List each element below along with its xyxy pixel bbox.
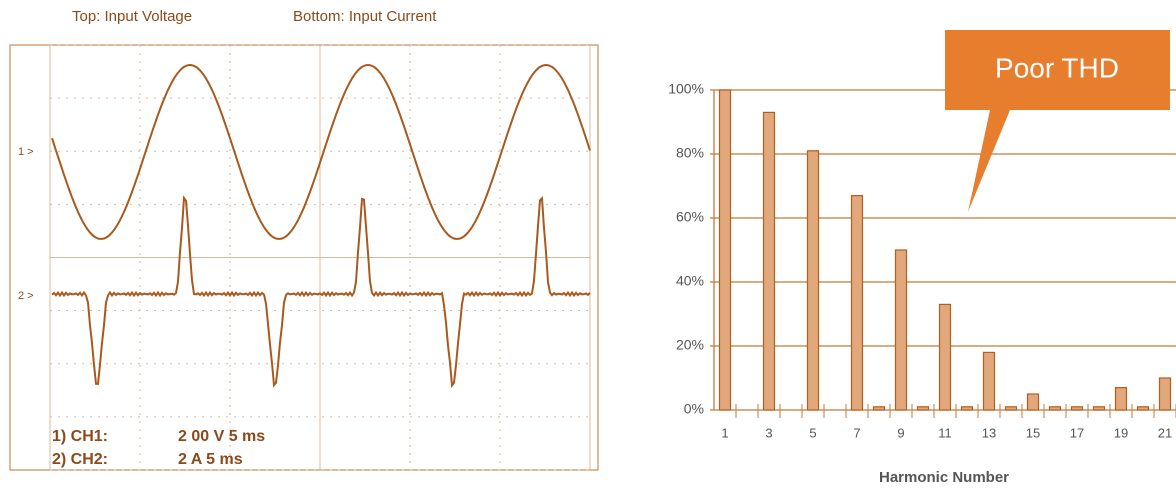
y-tick-label: 80%: [676, 145, 704, 161]
bar: [874, 407, 885, 410]
y-tick-label: 60%: [676, 209, 704, 225]
ch1-marker: 1 >: [18, 146, 34, 158]
ch1-setting: 2 00 V 5 ms: [178, 428, 265, 445]
bar: [852, 196, 863, 410]
bar: [720, 90, 731, 410]
bar: [1072, 407, 1083, 410]
bar: [918, 407, 929, 410]
x-tick-label: 15: [1026, 425, 1040, 440]
y-tick-label: 0%: [684, 401, 704, 417]
ch1-name: 1) CH1:: [52, 428, 108, 445]
y-tick-label: 100%: [668, 81, 704, 97]
bar: [1006, 407, 1017, 410]
bar: [962, 407, 973, 410]
bar: [1160, 378, 1171, 410]
x-tick-label: 19: [1114, 425, 1128, 440]
bar: [984, 352, 995, 410]
annotation: Poor THD: [995, 52, 1119, 83]
x-tick-label: 13: [982, 425, 996, 440]
bar: [1138, 407, 1149, 410]
ch2-setting: 2 A 5 ms: [178, 451, 243, 468]
figure: Top: Input Voltage Bottom: Input Current…: [0, 0, 1176, 488]
bar: [1094, 407, 1105, 410]
x-tick-label: 9: [897, 425, 904, 440]
x-tick-label: 1: [721, 425, 728, 440]
x-tick-label: 17: [1070, 425, 1084, 440]
ch2-name: 2) CH2:: [52, 451, 108, 468]
bar: [896, 250, 907, 410]
y-tick-label: 40%: [676, 273, 704, 289]
x-tick-label: 11: [938, 425, 952, 440]
scope-top-label: Top: Input Voltage: [72, 8, 192, 25]
x-tick-label: 5: [809, 425, 816, 440]
x-tick-label: 21: [1158, 425, 1172, 440]
bar: [1050, 407, 1061, 410]
bar: [764, 112, 775, 410]
y-tick-label: 20%: [676, 337, 704, 353]
scope-bottom-label: Bottom: Input Current: [293, 8, 437, 25]
x-axis-label: Harmonic Number: [879, 469, 1009, 486]
ch2-marker: 2 >: [18, 290, 34, 302]
page: Top: Input Voltage Bottom: Input Current…: [0, 0, 1176, 488]
bar: [1028, 394, 1039, 410]
bar: [940, 304, 951, 410]
bar: [808, 151, 819, 410]
x-tick-label: 3: [765, 425, 772, 440]
x-tick-label: 7: [853, 425, 860, 440]
bar: [1116, 388, 1127, 410]
